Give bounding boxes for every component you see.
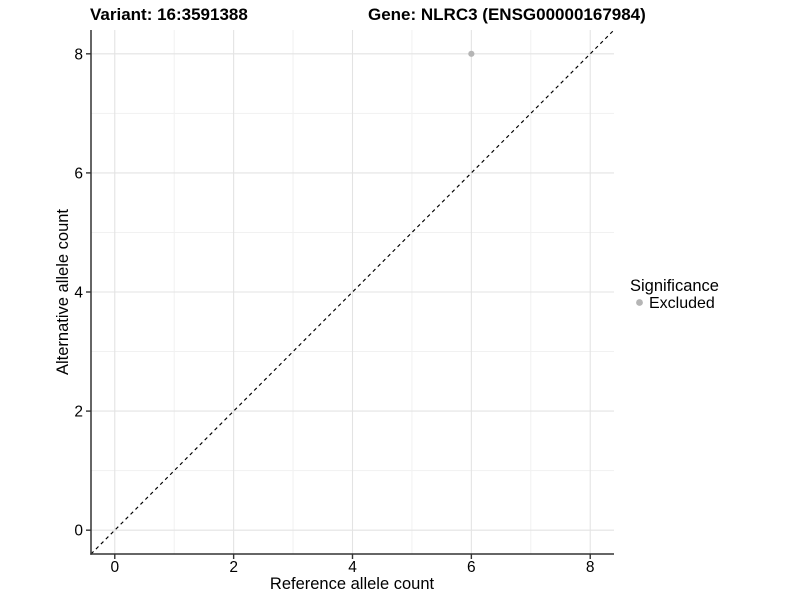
- x-tick-label: 8: [586, 559, 595, 576]
- y-axis-title: Alternative allele count: [54, 209, 72, 375]
- identity-reference-line: [90, 29, 615, 555]
- y-tick-label: 8: [74, 46, 83, 63]
- x-axis-title: Reference allele count: [270, 575, 435, 593]
- x-tick-label: 6: [467, 559, 476, 576]
- x-tick-label: 0: [110, 559, 119, 576]
- y-tick-label: 0: [74, 523, 83, 540]
- gene-title: Gene: NLRC3 (ENSG00000167984): [368, 5, 646, 24]
- legend-marker-excluded-icon: [636, 299, 643, 306]
- legend-label-excluded: Excluded: [649, 295, 715, 312]
- x-tick-label: 4: [348, 559, 357, 576]
- legend-title: Significance: [630, 277, 719, 295]
- legend: Significance Excluded: [630, 277, 719, 312]
- gridlines: [91, 30, 614, 554]
- axes: 0 2 4 6 8 0 2 4 6 8: [74, 30, 614, 576]
- plot-shapes: [90, 29, 615, 555]
- y-tick-label: 4: [74, 285, 83, 302]
- variant-title: Variant: 16:3591388: [90, 5, 248, 24]
- data-point: [468, 50, 475, 57]
- x-tick-label: 2: [229, 559, 238, 576]
- y-tick-label: 2: [74, 404, 83, 421]
- y-tick-label: 6: [74, 165, 83, 182]
